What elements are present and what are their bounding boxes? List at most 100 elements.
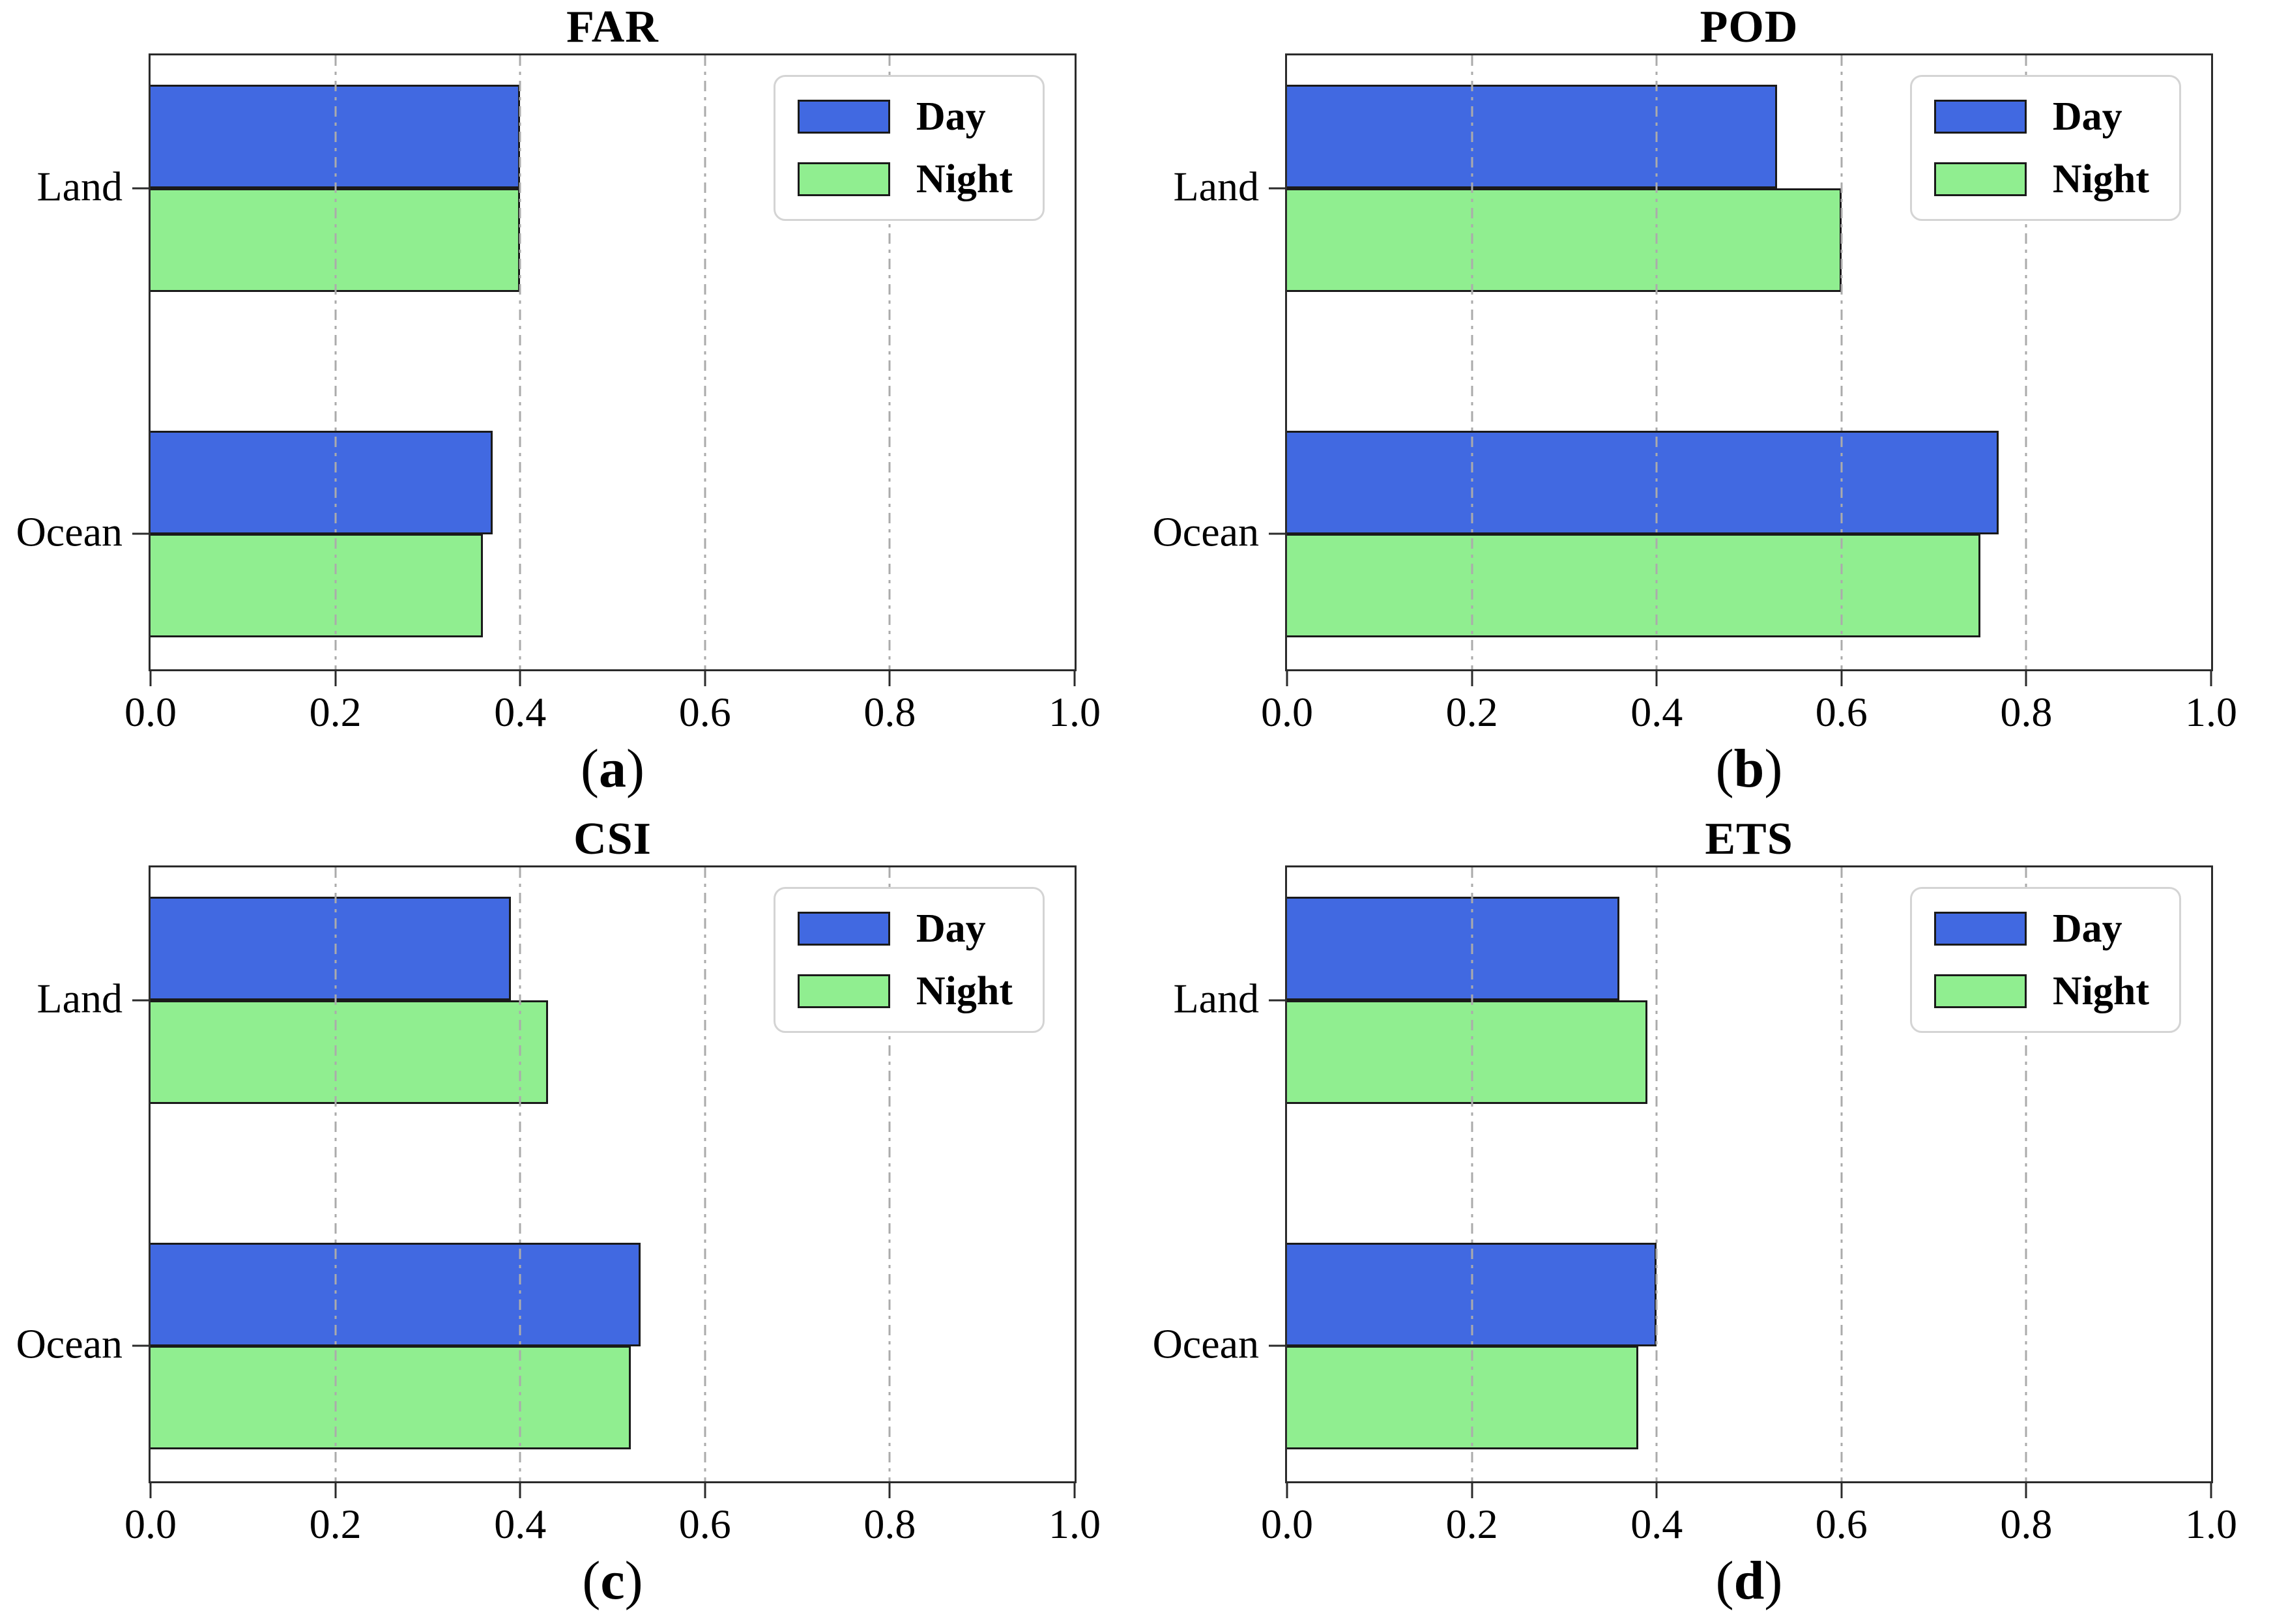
legend-swatch-day — [1933, 100, 2027, 134]
x-axis-tick-label-1-0: 1.0 — [1049, 689, 1101, 735]
gridline-40pct — [519, 55, 521, 669]
legend-row-day: Day — [797, 94, 1013, 139]
x-axis-tick-label-0-0: 0.0 — [124, 1501, 177, 1547]
legend-label-day: Day — [2052, 94, 2122, 139]
legend-swatch-day — [797, 100, 890, 134]
x-axis-tick-0-6 — [704, 669, 706, 686]
bar-ocean-night — [151, 1346, 631, 1450]
caption-close-paren: ) — [624, 1550, 643, 1611]
plot-area: Land Ocean 0.0 0.2 0.4 0.6 0.8 1.0 Day Night — [1153, 865, 2237, 1545]
subplot-caption: (c) — [149, 1554, 1077, 1608]
legend-box: Day Night — [773, 75, 1045, 221]
legend-row-day: Day — [1933, 906, 2149, 951]
chart-panel-ets: ETS Land Ocean 0.0 0.2 0.4 0.6 0.8 1.0 Day Night … — [1136, 812, 2273, 1624]
x-axis-tick-label-0-8: 0.8 — [2000, 1501, 2053, 1547]
x-axis-tick-1-0 — [1073, 669, 1076, 686]
bar-land-day — [151, 896, 512, 1000]
bar-ocean-day — [151, 1243, 641, 1347]
legend-swatch-night — [1933, 162, 2027, 196]
subplot-caption: (b) — [1285, 742, 2213, 796]
x-axis-tick-0-8 — [888, 1481, 891, 1498]
x-axis-tick-1-0 — [2210, 1481, 2212, 1498]
legend-label-day: Day — [2052, 906, 2122, 951]
bar-ocean-day — [1287, 431, 1999, 535]
y-axis-tick-ocean — [1269, 532, 1287, 535]
x-axis-tick-label-0-8: 0.8 — [2000, 689, 2053, 735]
x-axis-tick-0-8 — [2025, 1481, 2027, 1498]
legend-swatch-day — [1933, 912, 2027, 946]
y-axis-tick-land — [1269, 187, 1287, 190]
y-axis-label-land: Land — [36, 975, 123, 1022]
x-axis-tick-label-0-6: 0.6 — [1815, 689, 1868, 735]
legend-row-day: Day — [797, 906, 1013, 951]
legend-swatch-night — [1933, 974, 2027, 1008]
y-axis-label-land: Land — [1173, 975, 1260, 1022]
x-axis-tick-label-0-2: 0.2 — [1445, 1501, 1498, 1547]
bar-ocean-night — [1287, 1346, 1638, 1450]
chart-panel-far: FAR Land Ocean 0.0 0.2 0.4 0.6 0.8 1.0 Day Night … — [0, 0, 1136, 812]
x-axis-tick-label-0-6: 0.6 — [1815, 1501, 1868, 1547]
y-axis-label-land: Land — [1173, 163, 1260, 210]
chart-title: CSI — [573, 814, 652, 864]
legend-box: Day Night — [773, 887, 1045, 1033]
subplot-caption: (a) — [149, 742, 1077, 796]
x-axis-tick-label-0-8: 0.8 — [863, 1501, 916, 1547]
x-axis-tick-label-1-0: 1.0 — [2185, 689, 2237, 735]
x-axis-tick-1-0 — [1073, 1481, 1076, 1498]
gridline-40pct — [1655, 55, 1658, 669]
gridline-80pct — [888, 867, 891, 1481]
legend-swatch-day — [797, 912, 890, 946]
gridline-60pct — [1840, 55, 1843, 669]
y-axis-label-ocean: Ocean — [16, 1320, 123, 1367]
chart-panel-csi: CSI Land Ocean 0.0 0.2 0.4 0.6 0.8 1.0 Day Night … — [0, 812, 1136, 1624]
gridline-20pct — [334, 867, 337, 1481]
chart-title: ETS — [1705, 814, 1793, 864]
caption-open-paren: ( — [582, 1550, 601, 1611]
chart-title: FAR — [566, 2, 659, 52]
caption-close-paren: ) — [1764, 738, 1783, 799]
x-axis-tick-label-0-4: 0.4 — [1630, 689, 1683, 735]
y-axis-label-ocean: Ocean — [1152, 1320, 1259, 1367]
bar-land-day — [1287, 896, 1620, 1000]
x-axis-tick-0-0 — [149, 1481, 152, 1498]
gridline-20pct — [1471, 867, 1473, 1481]
gridline-60pct — [1840, 867, 1843, 1481]
caption-letter: d — [1733, 1550, 1765, 1611]
legend-swatch-night — [797, 162, 890, 196]
caption-letter: a — [599, 738, 626, 799]
gridline-60pct — [704, 867, 706, 1481]
bar-ocean-day — [151, 431, 493, 535]
legend-row-night: Night — [797, 971, 1013, 1011]
y-axis-tick-ocean — [132, 1344, 151, 1347]
x-axis-tick-0-2 — [1471, 1481, 1473, 1498]
legend-swatch-night — [797, 974, 890, 1008]
x-axis-tick-label-0-0: 0.0 — [124, 689, 177, 735]
x-axis-tick-label-0-4: 0.4 — [494, 1501, 547, 1547]
x-axis-tick-label-1-0: 1.0 — [1049, 1501, 1101, 1547]
bar-ocean-night — [1287, 534, 1980, 638]
x-axis-tick-label-0-4: 0.4 — [494, 689, 547, 735]
legend-label-day: Day — [916, 906, 986, 951]
x-axis-tick-0-4 — [519, 669, 521, 686]
x-axis-tick-0-2 — [1471, 669, 1473, 686]
legend-label-night: Night — [916, 157, 1013, 201]
x-axis-tick-label-0-2: 0.2 — [309, 1501, 362, 1547]
gridline-40pct — [1655, 867, 1658, 1481]
caption-close-paren: ) — [1764, 1550, 1783, 1611]
x-axis-tick-1-0 — [2210, 669, 2212, 686]
y-axis-tick-ocean — [1269, 1344, 1287, 1347]
plot-area: Land Ocean 0.0 0.2 0.4 0.6 0.8 1.0 Day Night — [1153, 53, 2237, 733]
x-axis-tick-0-4 — [519, 1481, 521, 1498]
x-axis-tick-label-0-2: 0.2 — [309, 689, 362, 735]
gridline-20pct — [1471, 55, 1473, 669]
caption-letter: b — [1733, 738, 1765, 799]
x-axis-tick-0-0 — [1286, 1481, 1288, 1498]
legend-label-day: Day — [916, 94, 986, 139]
caption-open-paren: ( — [1715, 738, 1734, 799]
legend-label-night: Night — [2052, 969, 2149, 1013]
gridline-40pct — [519, 867, 521, 1481]
y-axis-label-land: Land — [36, 163, 123, 210]
gridline-60pct — [704, 55, 706, 669]
x-axis-tick-0-4 — [1655, 1481, 1658, 1498]
